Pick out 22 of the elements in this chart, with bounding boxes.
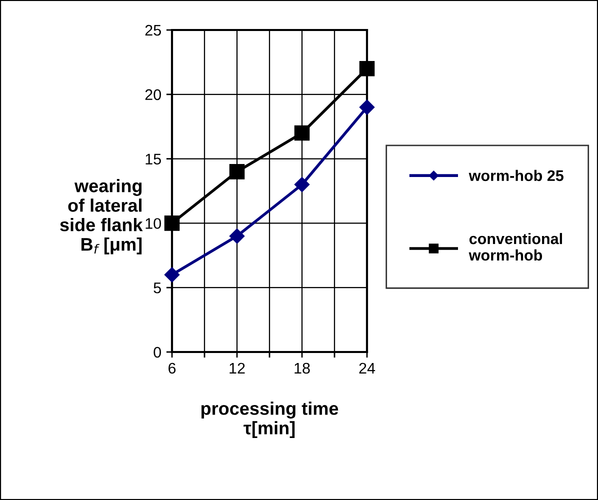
- x-axis-title: processing time τ[min]: [201, 402, 338, 438]
- y-tick-label: 15: [146, 154, 161, 164]
- point: [164, 216, 180, 231]
- y-tick-label: 10: [146, 218, 161, 229]
- point: [359, 61, 375, 76]
- point: [229, 164, 245, 180]
- y-tick-label: 20: [145, 89, 161, 100]
- point: [294, 125, 310, 141]
- point: [294, 176, 310, 192]
- y-axis-title: wearing of lateral side flank B$_{f}$ [μm]: [60, 179, 143, 254]
- point: [359, 100, 375, 115]
- legend-label: worm-hob 25: [468, 170, 564, 182]
- y-tick-label: 5: [154, 282, 161, 294]
- x-tick-label: 12: [230, 362, 245, 374]
- point: [164, 267, 180, 282]
- y-tick-label: 25: [145, 24, 161, 36]
- x-tick-label: 6: [168, 362, 176, 374]
- legend-label: conventional worm-hob: [468, 232, 562, 261]
- point: [229, 228, 245, 244]
- x-tick-label: 18: [294, 362, 310, 374]
- x-tick-label: 24: [359, 362, 376, 374]
- y-tick-label: 0: [154, 346, 161, 358]
